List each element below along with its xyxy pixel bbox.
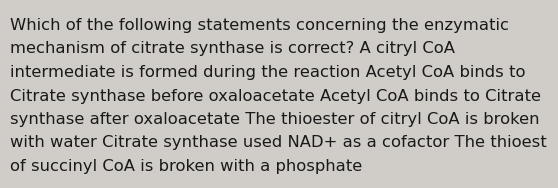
Text: synthase after oxaloacetate The thioester of citryl CoA is broken: synthase after oxaloacetate The thioeste…: [10, 112, 540, 127]
Text: Citrate synthase before oxaloacetate Acetyl CoA binds to Citrate: Citrate synthase before oxaloacetate Ace…: [10, 89, 541, 104]
Text: intermediate is formed during the reaction Acetyl CoA binds to: intermediate is formed during the reacti…: [10, 65, 526, 80]
Text: with water Citrate synthase used NAD+ as a cofactor The thioest: with water Citrate synthase used NAD+ as…: [10, 136, 547, 151]
Text: mechanism of citrate synthase is correct? A citryl CoA: mechanism of citrate synthase is correct…: [10, 42, 455, 57]
Text: of succinyl CoA is broken with a phosphate: of succinyl CoA is broken with a phospha…: [10, 159, 362, 174]
Text: Which of the following statements concerning the enzymatic: Which of the following statements concer…: [10, 18, 509, 33]
